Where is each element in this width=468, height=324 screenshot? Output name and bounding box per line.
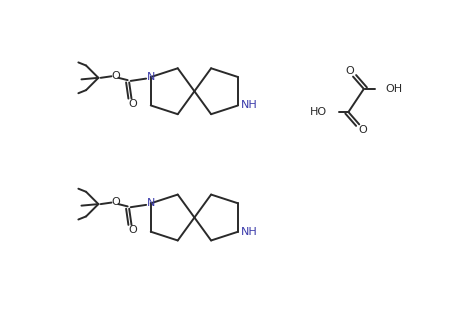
Text: HO: HO bbox=[310, 107, 327, 117]
Text: O: O bbox=[358, 125, 366, 135]
Text: NH: NH bbox=[241, 227, 258, 237]
Text: N: N bbox=[146, 72, 155, 82]
Text: O: O bbox=[111, 197, 120, 207]
Text: O: O bbox=[345, 66, 354, 76]
Text: O: O bbox=[128, 225, 137, 235]
Text: NH: NH bbox=[241, 100, 258, 110]
Text: N: N bbox=[146, 198, 155, 208]
Text: OH: OH bbox=[385, 84, 402, 94]
Text: O: O bbox=[128, 99, 137, 109]
Text: O: O bbox=[111, 71, 120, 80]
